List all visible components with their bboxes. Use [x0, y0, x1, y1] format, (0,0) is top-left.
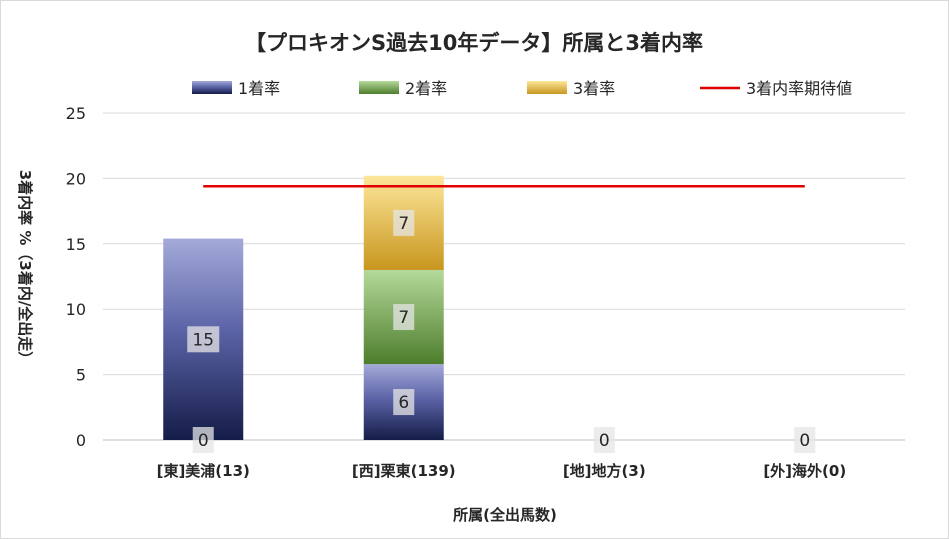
data-label-box [593, 427, 615, 453]
legend-label: 3着内率期待値 [746, 79, 852, 98]
data-label: 6 [393, 389, 415, 416]
data-label-box [187, 326, 220, 353]
x-category-label: [外]海外(0) [763, 462, 846, 480]
data-label-box [192, 427, 214, 453]
legend-item: 3着率 [527, 79, 615, 98]
data-label: 15 [187, 326, 220, 353]
y-axis-ticks: 0 5 10 15 20 25 [66, 104, 86, 450]
y-tick-label: 5 [76, 366, 86, 385]
legend-item: 2着率 [359, 79, 447, 98]
legend-item: 3着内率期待値 [700, 79, 852, 98]
y-tick-label: 15 [66, 235, 86, 254]
legend-swatch [192, 81, 232, 94]
data-label-box [794, 427, 816, 453]
data-label-text: 7 [398, 308, 409, 328]
data-label-box [393, 209, 415, 236]
y-tick-label: 10 [66, 300, 86, 319]
x-axis-title: 所属(全出馬数) [453, 506, 557, 524]
y-tick-label: 25 [66, 104, 86, 123]
data-label-text: 6 [398, 393, 409, 413]
data-label: 0 [794, 427, 816, 453]
legend-swatch [359, 81, 399, 94]
data-label-box [393, 389, 415, 416]
data-label: 7 [393, 209, 415, 236]
legend: 1着率 2着率 3着率 3着内率期待値 [192, 79, 852, 98]
chart-title: 【プロキオンS過去10年データ】所属と3着内率 [245, 31, 703, 55]
x-category-label: [西]栗東(139) [352, 462, 456, 480]
data-labels: 15 0 6 7 7 0 0 [187, 209, 816, 453]
y-axis-title: 3着内率 %（3着内/全出走） [16, 170, 34, 367]
data-label-text: 0 [198, 431, 209, 451]
legend-label: 2着率 [405, 79, 447, 98]
data-label-text: 7 [398, 214, 409, 234]
data-label: 0 [192, 427, 214, 453]
x-axis-categories: [東]美浦(13) [西]栗東(139) [地]地方(3) [外]海外(0) [157, 462, 847, 480]
data-label: 7 [393, 304, 415, 331]
legend-item: 1着率 [192, 79, 280, 98]
x-category-label: [東]美浦(13) [157, 462, 250, 480]
data-label-text: 15 [192, 330, 214, 350]
data-label-box [393, 304, 415, 331]
data-label: 0 [593, 427, 615, 453]
y-tick-label: 0 [76, 431, 86, 450]
data-label-text: 0 [599, 431, 610, 451]
legend-swatch [527, 81, 567, 94]
data-label-text: 0 [799, 431, 810, 451]
legend-label: 3着率 [573, 79, 615, 98]
legend-label: 1着率 [238, 79, 280, 98]
y-tick-label: 20 [66, 169, 86, 188]
x-category-label: [地]地方(3) [563, 462, 646, 480]
